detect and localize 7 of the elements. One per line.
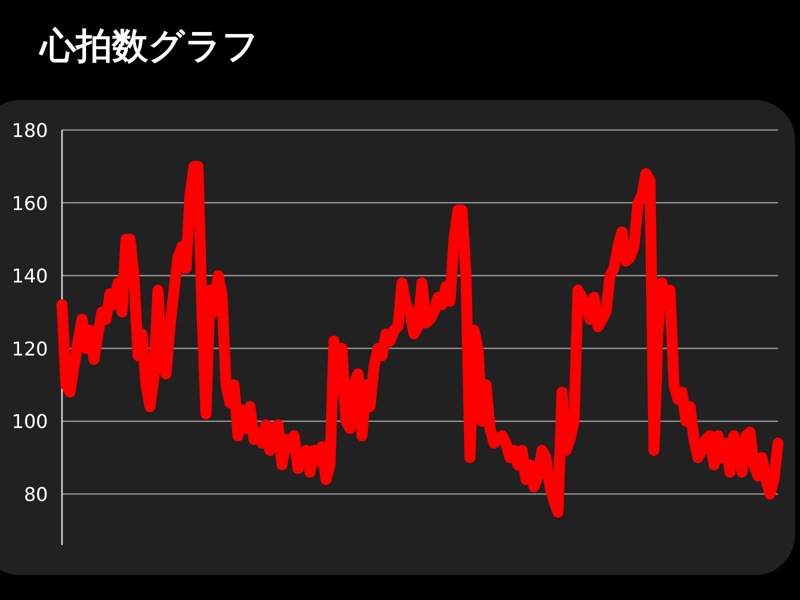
y-tick-label: 160 (12, 192, 48, 215)
y-tick-label: 140 (12, 266, 48, 288)
y-tick-label: 120 (12, 338, 48, 360)
y-tick-label: 80 (24, 484, 48, 506)
y-tick-label: 100 (12, 411, 48, 434)
y-tick-label: 180 (12, 120, 48, 142)
chart-title: 心拍数グラフ (38, 26, 259, 67)
